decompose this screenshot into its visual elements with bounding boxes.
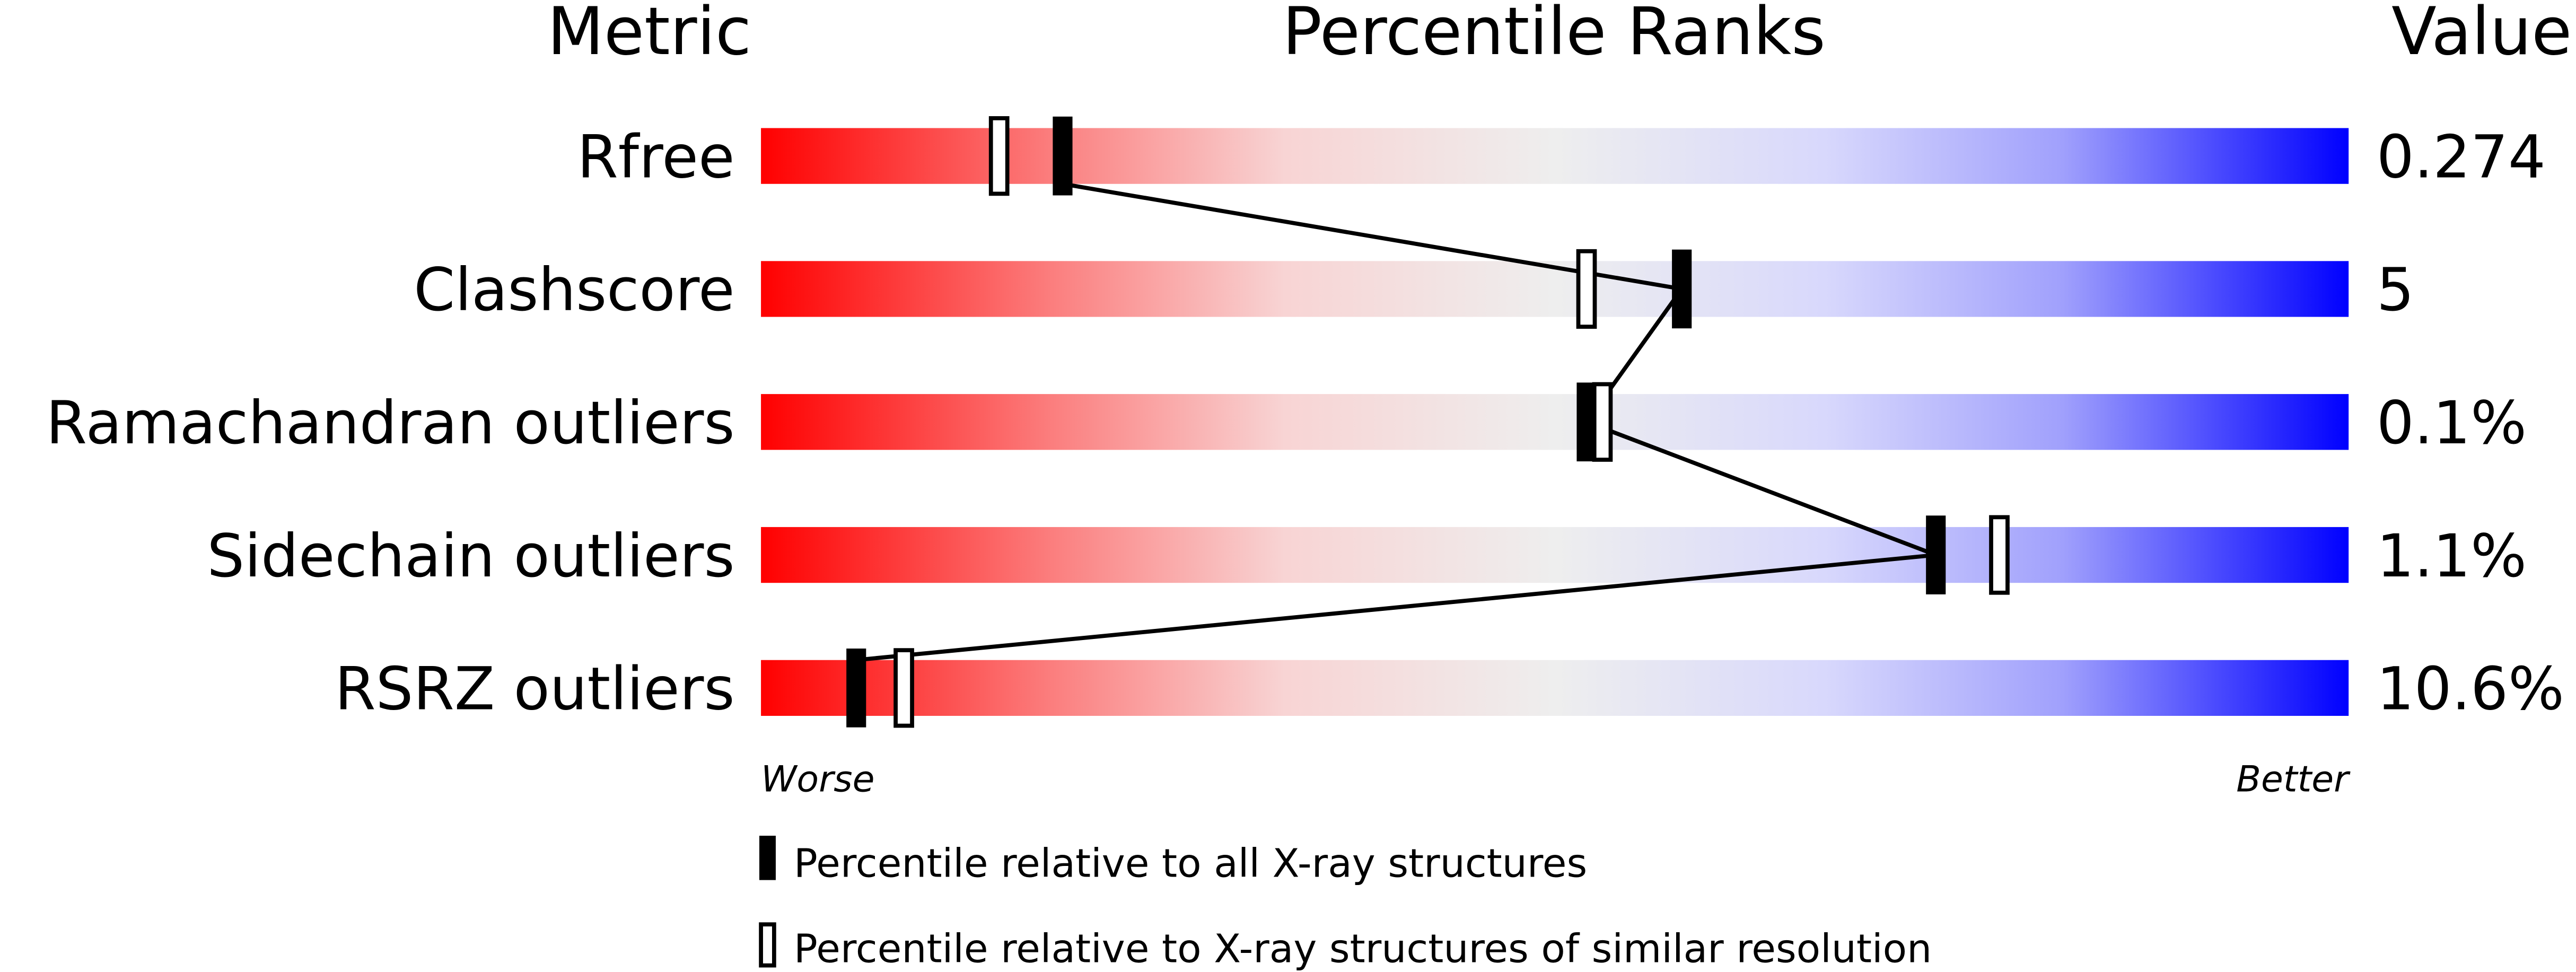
marker-all-structures	[846, 649, 866, 728]
metric-value: 0.1%	[2377, 389, 2527, 458]
legend-label-similar: Percentile relative to X-ray structures …	[794, 925, 1932, 971]
marker-similar-resolution	[1989, 515, 2010, 595]
percentile-bar	[761, 394, 2349, 450]
percentile-bar	[761, 128, 2349, 184]
header-value: Value	[2391, 0, 2572, 70]
metric-label: Rfree	[577, 123, 734, 191]
percentile-bar	[761, 261, 2349, 317]
legend-filled-marker	[759, 836, 776, 880]
metric-label: Ramachandran outliers	[46, 389, 735, 458]
metric-value: 0.274	[2377, 123, 2546, 191]
header-percentile-ranks: Percentile Ranks	[1282, 0, 1825, 70]
marker-similar-resolution	[1592, 382, 1613, 462]
metric-value: 5	[2377, 256, 2414, 325]
header-metric: Metric	[547, 0, 751, 70]
metric-value: 10.6%	[2377, 655, 2564, 724]
marker-all-structures	[1053, 116, 1073, 196]
marker-similar-resolution	[893, 648, 914, 728]
marker-similar-resolution	[988, 116, 1010, 196]
metric-label: Clashscore	[414, 256, 734, 325]
metric-label: Sidechain outliers	[207, 522, 734, 591]
marker-similar-resolution	[1576, 249, 1597, 329]
metric-label: RSRZ outliers	[335, 655, 734, 724]
legend-label-all: Percentile relative to all X-ray structu…	[794, 840, 1587, 886]
marker-all-structures	[1926, 515, 1946, 594]
percentile-bar	[761, 527, 2349, 583]
metric-value: 1.1%	[2377, 522, 2527, 591]
percentile-bar	[761, 660, 2349, 716]
axis-label-worse: Worse	[761, 758, 874, 800]
axis-label-better: Better	[2236, 758, 2351, 800]
marker-all-structures	[1672, 249, 1692, 329]
legend-open-marker	[759, 922, 776, 968]
marker-all-structures	[1576, 382, 1597, 462]
